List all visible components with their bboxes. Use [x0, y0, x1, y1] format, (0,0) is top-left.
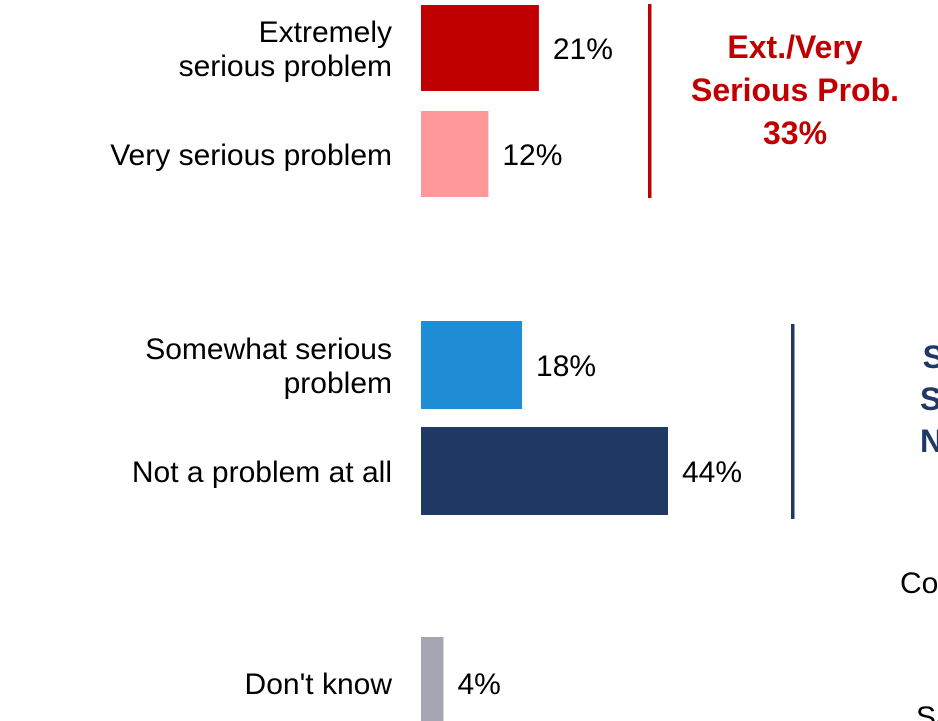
category-label-0-1: serious problem [179, 50, 392, 83]
clipped-text-0: Co [900, 567, 938, 600]
category-label-3-0: Not a problem at all [132, 456, 392, 489]
bar-0 [421, 5, 539, 91]
bar-4 [421, 637, 444, 721]
bar-3 [421, 427, 668, 515]
bar-1 [421, 111, 489, 197]
category-label-1-0: Very serious problem [110, 139, 392, 172]
category-label-2-1: problem [284, 367, 392, 400]
group-label-1-2: Not a [920, 423, 938, 459]
bar-2 [421, 321, 523, 409]
group-bracket-0 [648, 4, 652, 198]
group-bracket-1 [791, 324, 795, 519]
category-label-2-0: Somewhat serious [145, 333, 392, 366]
data-label-0: 21% [553, 33, 613, 66]
group-label-0-1: Serious Prob. [691, 72, 899, 108]
data-label-3: 44% [682, 456, 742, 489]
group-label-1-0: Smw [923, 339, 938, 375]
data-label-4: 4% [457, 668, 500, 701]
group-label-1-1: Serio [920, 381, 938, 417]
group-label-0-0: Ext./Very [727, 29, 862, 65]
category-label-0-0: Extremely [259, 16, 392, 49]
category-label-4-0: Don't know [245, 668, 393, 701]
group-label-0-2: 33% [763, 115, 827, 151]
data-label-2: 18% [536, 350, 596, 383]
clipped-text-1: Sa [916, 701, 938, 721]
data-label-1: 12% [502, 139, 562, 172]
